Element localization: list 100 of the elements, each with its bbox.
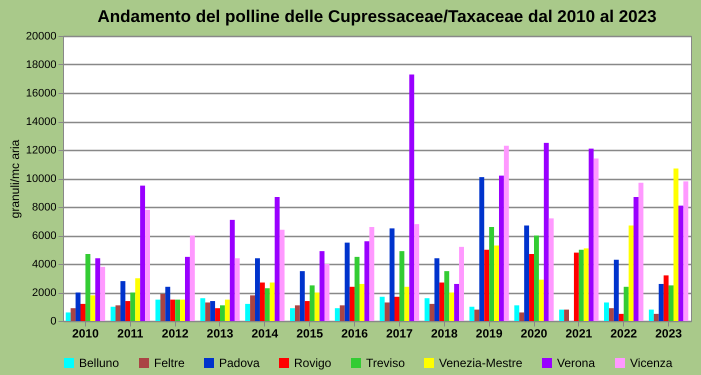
x-tick-label: 2016 (341, 326, 368, 340)
bar (125, 301, 130, 321)
bar (618, 314, 624, 321)
bar (80, 304, 86, 321)
bar (588, 148, 594, 321)
bar (479, 177, 484, 321)
bar (574, 252, 579, 321)
legend-label: Padova (219, 356, 260, 370)
bar (544, 142, 549, 321)
x-tick-label: 2011 (117, 326, 144, 340)
bar (170, 300, 176, 321)
bar (608, 308, 614, 321)
bar (294, 305, 300, 321)
bar (449, 292, 454, 321)
legend-label: Vicenza (630, 356, 673, 370)
bar (384, 302, 390, 321)
bar (628, 226, 634, 321)
x-tick-label: 2020 (520, 326, 548, 340)
bar (524, 226, 530, 321)
bar (334, 308, 340, 321)
bar (409, 74, 414, 321)
x-tick-label: 2023 (655, 326, 682, 340)
bar (369, 226, 374, 321)
bar (224, 300, 230, 321)
bar (564, 310, 570, 321)
bar (668, 285, 674, 321)
bar (230, 220, 235, 321)
bar (350, 286, 355, 321)
legend-label: Rovigo (294, 356, 332, 370)
bar (454, 284, 460, 321)
y-tick-label: 16000 (26, 88, 56, 100)
bar (430, 304, 434, 321)
bar (155, 300, 160, 321)
bar (359, 284, 364, 321)
bar (180, 300, 185, 321)
bar (390, 228, 395, 321)
bar (519, 312, 524, 321)
bar (340, 305, 345, 321)
bar (234, 258, 240, 321)
bar (638, 182, 644, 321)
bar (205, 302, 210, 321)
x-tick-label: 2013 (206, 326, 234, 340)
bar (324, 264, 330, 321)
bar (444, 271, 450, 321)
x-tick-label: 2018 (430, 326, 458, 340)
bar (424, 298, 430, 321)
x-tick-label: 2010 (72, 326, 100, 340)
x-tick-label: 2021 (566, 326, 593, 340)
bar (300, 271, 305, 321)
bar (584, 248, 589, 321)
bar (354, 256, 360, 321)
bar (489, 226, 494, 321)
bar (594, 158, 599, 321)
bar (215, 308, 220, 321)
bar (578, 250, 584, 321)
bar (160, 294, 166, 321)
bar (175, 300, 180, 321)
bar (100, 266, 106, 321)
bar (414, 224, 420, 321)
bar (110, 306, 116, 321)
bar (459, 246, 464, 321)
bar (140, 186, 146, 321)
bar (614, 260, 619, 321)
y-tick-label: 12000 (26, 144, 56, 156)
bar (683, 181, 688, 321)
bar (320, 251, 324, 321)
bar (514, 305, 520, 321)
bar (469, 306, 474, 321)
y-tick-label: 8000 (32, 202, 56, 214)
x-tick-label: 2014 (252, 326, 279, 340)
bar (494, 245, 499, 321)
bar (76, 292, 81, 321)
bar (529, 254, 534, 321)
legend-label: Verona (557, 356, 596, 370)
y-tick-label: 14000 (26, 116, 56, 128)
bar (264, 288, 270, 321)
bar (314, 292, 320, 321)
y-axis-title: granuli/mc aria (8, 139, 22, 218)
legend-label: Venezia-Mestre (439, 356, 523, 370)
bar (344, 242, 350, 321)
bar (145, 210, 150, 321)
bar (380, 296, 385, 321)
y-tick-label: 20000 (26, 30, 56, 42)
bar (85, 254, 90, 321)
bar (538, 280, 544, 321)
bar (504, 146, 509, 321)
bar (220, 305, 225, 321)
bar (648, 310, 654, 321)
bar (394, 296, 400, 321)
bar (654, 314, 659, 321)
bar (274, 197, 280, 321)
bar (604, 302, 609, 321)
x-tick-label: 2017 (386, 326, 414, 340)
y-tick-label: 4000 (32, 258, 56, 270)
bar (404, 286, 410, 321)
bar (116, 305, 120, 321)
bar (190, 236, 195, 321)
legend-label: Belluno (79, 356, 120, 370)
bar (135, 278, 140, 321)
bar (255, 258, 260, 321)
